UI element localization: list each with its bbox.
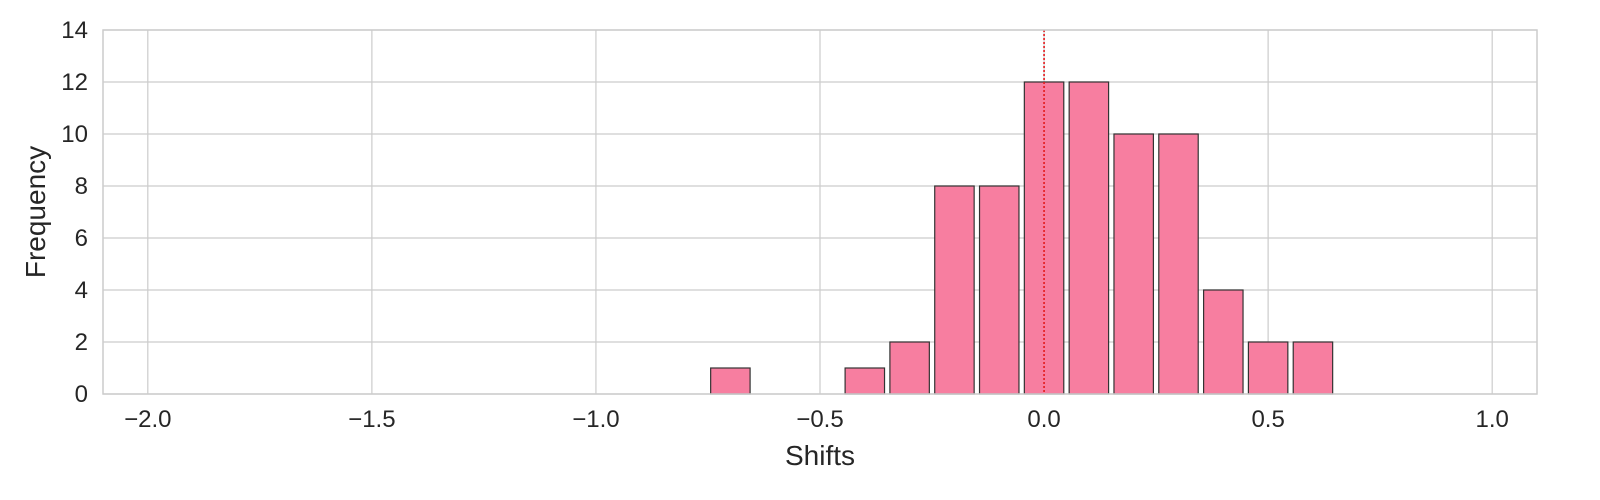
y-tick-label-5: 10: [61, 121, 88, 148]
x-tick-label-0: −2.0: [124, 406, 171, 433]
histogram-bar-7: [1113, 133, 1155, 395]
y-tick-label-1: 2: [75, 329, 88, 356]
x-tick-label-2: −1.0: [572, 406, 619, 433]
y-tick-labels: 0 2 4 6 8 10 12 14: [61, 17, 88, 408]
x-tick-label-4: 0.0: [1027, 406, 1060, 433]
y-axis-label: Frequency: [20, 146, 51, 278]
histogram-bar-6: [1068, 81, 1110, 395]
histogram-bar-2: [889, 341, 930, 395]
x-tick-label-3: −0.5: [796, 406, 843, 433]
x-tick-label-5: 0.5: [1251, 406, 1284, 433]
y-tick-label-6: 12: [61, 69, 88, 96]
histogram-bar-11: [1292, 341, 1334, 395]
x-axis-label: Shifts: [785, 440, 855, 471]
y-tick-label-3: 6: [75, 225, 88, 252]
y-tick-label-2: 4: [75, 277, 88, 304]
histogram-bar-3: [934, 185, 975, 395]
histogram-bar-8: [1158, 133, 1199, 395]
y-tick-label-7: 14: [61, 17, 88, 44]
grid-lines: [103, 29, 1537, 395]
histogram-bar-4: [978, 185, 1020, 395]
y-tick-label-0: 0: [75, 381, 88, 408]
histogram-bar-9: [1202, 289, 1244, 395]
x-tick-labels: −2.0 −1.5 −1.0 −0.5 0.0 0.5 1.0: [124, 406, 1509, 433]
x-tick-label-6: 1.0: [1476, 406, 1509, 433]
histogram-bar-0: [710, 367, 751, 395]
x-tick-label-1: −1.5: [348, 406, 395, 433]
y-tick-label-4: 8: [75, 173, 88, 200]
histogram-bar-10: [1247, 341, 1289, 395]
histogram-bar-1: [844, 367, 886, 395]
plot-frame: [102, 29, 1538, 395]
